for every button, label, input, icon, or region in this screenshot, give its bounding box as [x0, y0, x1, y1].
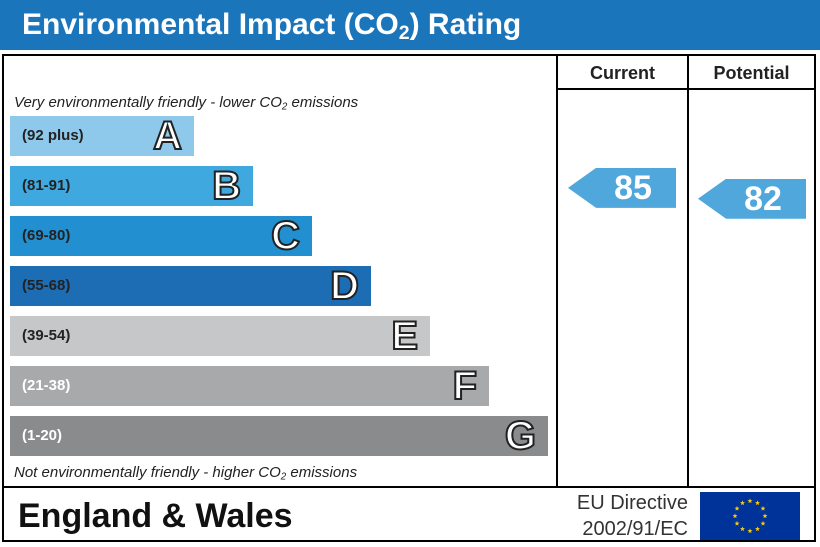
band-b: (81-91) B	[10, 163, 253, 209]
band-letter: E	[390, 313, 419, 359]
band-a: (92 plus) A	[10, 113, 194, 159]
band-range-label: (69-80)	[22, 227, 71, 244]
eu-flag-star	[747, 528, 753, 534]
current-rating-arrow: 85	[568, 167, 676, 208]
directive-line-1: EU Directive	[576, 492, 688, 514]
eu-flag-star	[734, 505, 740, 511]
band-f: (21-38) F	[10, 363, 489, 409]
band-c: (69-80) C	[10, 213, 312, 259]
band-range-label: (81-91)	[22, 177, 71, 194]
eu-flag-star	[755, 500, 760, 506]
band-e: (39-54) E	[10, 313, 430, 359]
band-range-label: (1-20)	[22, 427, 63, 444]
region-label: England & Wales	[18, 497, 293, 535]
band-range-label: (92 plus)	[22, 127, 84, 144]
eu-flag-star	[732, 513, 738, 519]
band-range-label: (55-68)	[22, 277, 71, 294]
band-range-label: (39-54)	[22, 327, 71, 344]
chart-title: Environmental Impact (CO2) Rating	[0, 0, 820, 50]
band-letter: D	[329, 263, 360, 309]
band-letter: G	[504, 413, 537, 459]
bottom-note: Not environmentally friendly - higher CO…	[14, 464, 358, 483]
eu-flag-star	[762, 513, 768, 519]
eu-flag-star	[747, 498, 753, 504]
band-range-label: (21-38)	[22, 377, 71, 394]
footer-rule	[4, 486, 814, 488]
eu-flag-star	[740, 526, 745, 532]
current-column-header: Current	[589, 63, 655, 83]
eu-flag-icon	[700, 492, 800, 540]
top-note: Very environmentally friendly - lower CO…	[14, 94, 359, 113]
band-g: (1-20) G	[10, 413, 548, 459]
band-letter: C	[270, 213, 301, 259]
band-letter: A	[152, 113, 183, 159]
header-rule	[556, 88, 814, 90]
rating-grid: Current Potential Very environmentally f…	[2, 54, 816, 542]
eu-flag-star	[755, 526, 760, 532]
eu-flag-star	[740, 500, 745, 506]
eu-flag-star	[760, 520, 766, 526]
band-letter: F	[452, 363, 478, 409]
band-d: (55-68) D	[10, 263, 371, 309]
potential-column-header: Potential	[713, 63, 790, 83]
eu-directive: EU Directive 2002/91/EC	[577, 490, 688, 542]
eu-flag-star	[734, 520, 740, 526]
directive-line-2: 2002/91/EC	[582, 518, 688, 540]
divider-current	[556, 56, 558, 488]
band-letter: B	[211, 163, 242, 209]
potential-rating-arrow: 82	[698, 178, 806, 219]
eu-flag-star	[760, 505, 766, 511]
divider-potential	[687, 56, 689, 488]
